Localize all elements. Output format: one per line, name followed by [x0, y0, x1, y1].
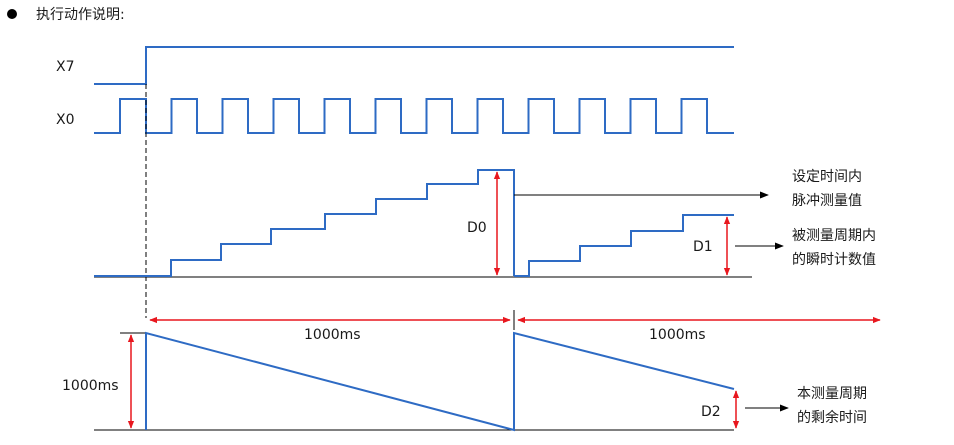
section-title: 执行动作说明:	[36, 7, 125, 23]
d2-annotation-line2: 的剩余时间	[797, 409, 867, 426]
count-staircase-first	[94, 169, 515, 277]
x0-pulse-waveform	[94, 98, 734, 134]
x0-signal-label: X0	[56, 112, 75, 128]
vertical-period-label: 1000ms	[62, 378, 119, 394]
x7-signal-label: X7	[56, 59, 75, 75]
black-circle-bullet-icon	[7, 9, 17, 19]
second-period-label: 1000ms	[649, 327, 706, 343]
remaining-time-sawtooth	[145, 331, 735, 432]
first-period-label: 1000ms	[304, 327, 361, 343]
d1-annotation-line1: 被测量周期内	[792, 228, 876, 244]
d0-label: D0	[467, 220, 487, 236]
d1-annotation-line2: 的瞬时计数值	[792, 252, 876, 268]
d2-label: D2	[701, 404, 721, 420]
d0-annotation-line1: 设定时间内	[792, 169, 862, 185]
d0-annotation-line2: 脉冲测量值	[792, 193, 862, 209]
d2-annotation-line1: 本测量周期	[797, 386, 867, 402]
count-staircase-second	[514, 214, 734, 277]
x7-waveform	[94, 46, 734, 85]
d1-label: D1	[693, 239, 713, 255]
